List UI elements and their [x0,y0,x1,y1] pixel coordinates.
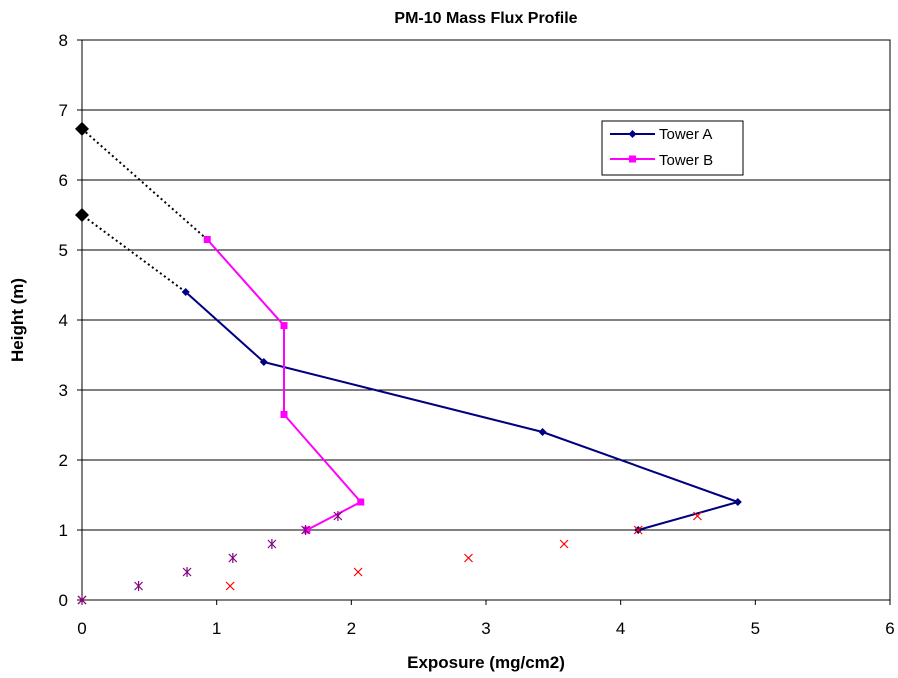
y-tick-label: 1 [59,521,68,540]
y-tick-label: 6 [59,171,68,190]
scatter-x-marker [633,525,643,535]
x-axis-label: Exposure (mg/cm2) [407,653,565,672]
scatter-marker-stroke [225,581,235,591]
series-point-marker [303,526,311,534]
scatter-asterisk-marker [228,553,238,563]
series-point-marker [733,498,742,506]
series-point-marker [203,236,211,243]
extrapolation-lines [75,121,208,293]
scatter-x-marker [464,553,473,563]
axis-ticks: 0 1 2 3 4 5 6 7 8 0 1 2 3 4 5 6 [59,31,895,638]
scatter-x-marker [693,511,702,521]
gridlines [82,109,890,531]
y-axis-label: Height (m) [8,278,27,362]
y-tick-label: 7 [59,101,68,120]
scatter-marker-stroke [633,525,643,535]
series-point-marker [357,498,365,506]
scatter-x-marker [225,581,235,591]
series-point-marker [538,428,547,436]
scatter-asterisk-marker [301,525,310,535]
series-point-marker [280,411,288,418]
y-tick-label: 5 [59,241,68,260]
scatter-x-marker [559,539,569,549]
legend-box [601,120,744,176]
series-lines [181,236,742,534]
series-line-tower-a [185,291,739,531]
extrapolation-line-1 [81,128,208,241]
scatter-x-marker [353,567,363,577]
series-point-marker [280,322,288,330]
series-point-marker [259,358,268,366]
x-tick-label: 5 [751,619,760,638]
series-point-marker [181,288,190,296]
x-tick-label: 0 [77,619,86,638]
scatter-marker-stroke [353,567,363,577]
x-tick-label: 4 [616,619,625,638]
scatter-asterisk-marker [134,581,143,591]
scatter-markers [77,511,702,605]
y-tick-label: 8 [59,31,68,50]
scatter-asterisk-marker [267,539,277,549]
series-line-tower-b [206,238,362,531]
extrapolation-endpoint-marker [75,208,89,222]
x-tick-label: 1 [212,619,221,638]
extrapolation-endpoint-marker [75,121,89,136]
scatter-asterisk-marker [182,567,192,577]
scatter-asterisk-marker [333,511,343,521]
scatter-marker-stroke [559,539,569,549]
legend: Tower A Tower B [601,120,744,176]
legend-marker-tower-a [628,130,637,138]
x-tick-label: 6 [885,619,894,638]
chart-title: PM-10 Mass Flux Profile [394,10,577,27]
y-tick-label: 4 [59,311,68,330]
legend-marker-tower-b [629,155,636,163]
x-tick-label: 3 [481,619,490,638]
legend-label-tower-b: Tower B [659,152,713,169]
y-tick-label: 3 [59,381,68,400]
scatter-marker-stroke [693,511,702,521]
scatter-asterisk-marker [77,595,87,605]
y-tick-label: 2 [59,451,68,470]
y-tick-label: 0 [59,591,68,610]
legend-label-tower-a: Tower A [659,126,712,143]
extrapolation-line-0 [81,214,187,293]
x-tick-label: 2 [347,619,356,638]
scatter-marker-stroke [464,553,473,563]
